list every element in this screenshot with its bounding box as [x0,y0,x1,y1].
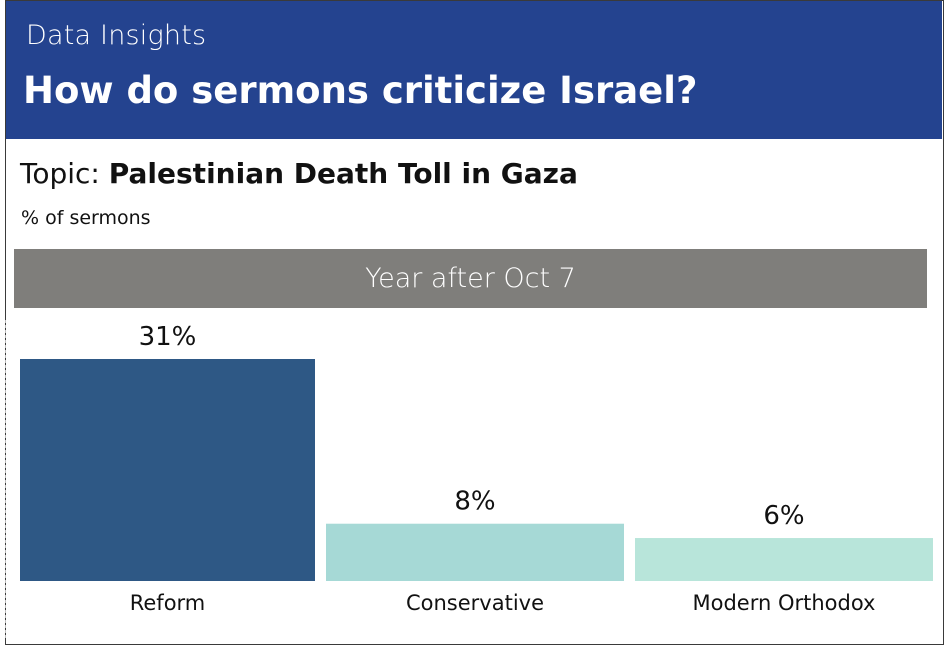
value-label-reform: 31% [139,322,197,352]
chart-subtitle: % of sermons [21,207,151,229]
category-label-modern-orthodox: Modern Orthodox [693,591,876,615]
bar-conservative [326,523,624,581]
category-label-conservative: Conservative [406,591,544,615]
topic-label: Topic: [20,157,100,190]
bar-reform [20,359,315,581]
panel-header: Year after Oct 7 [14,249,927,308]
value-label-conservative: 8% [454,487,495,517]
header-banner: Data Insights How do sermons criticize I… [6,1,942,139]
category-label-reform: Reform [130,591,206,615]
value-label-modern-orthodox: 6% [763,501,804,531]
left-guide-line [5,320,6,638]
headline: How do sermons criticize Israel? [23,69,698,112]
kicker-text: Data Insights [26,20,207,51]
topic-line: Topic: Palestinian Death Toll in Gaza [20,157,578,190]
topic-value: Palestinian Death Toll in Gaza [108,157,578,190]
bar-modern-orthodox [635,538,933,581]
